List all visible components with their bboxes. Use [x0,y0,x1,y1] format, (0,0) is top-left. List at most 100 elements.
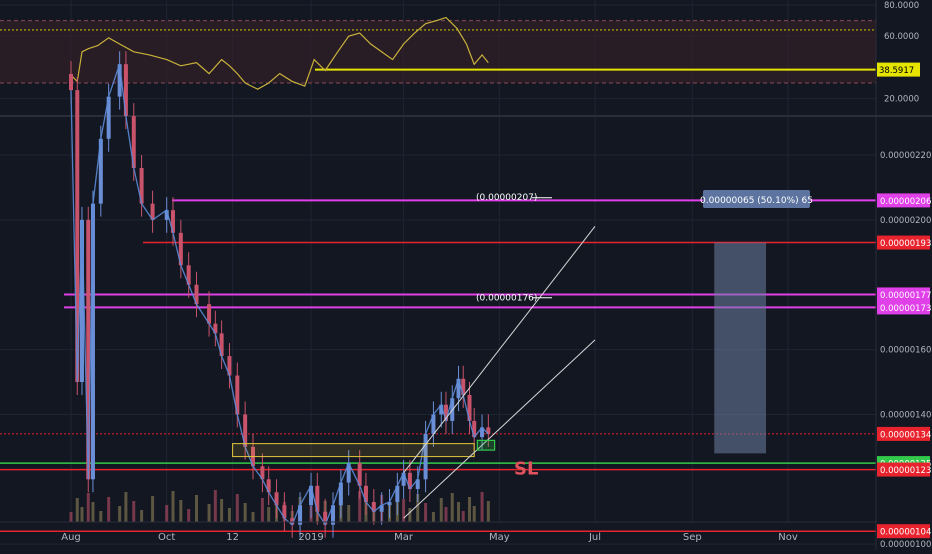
volume-bar [118,506,122,522]
candle-body [150,203,155,220]
volume-bar [235,494,239,522]
candle-body [407,472,412,490]
volume-bar [220,499,224,522]
volume-bar [187,509,191,522]
resistance-box[interactable] [232,443,475,458]
candle-body [338,482,343,506]
measure-label: 0.00000065 (50.10%) 65 [700,196,813,206]
price-badge[interactable] [877,426,930,441]
candle-body [315,485,320,512]
rsi-tick-label: 80.0000 [884,1,919,11]
rsi-tick-label: 20.0000 [884,95,919,105]
candle-body [79,219,84,383]
volume-bar [124,492,128,522]
volume-bar [480,492,484,522]
volume-bar [450,493,454,522]
time-tick-label: Nov [778,532,798,543]
sl-label: SL [514,458,538,479]
volume-bar [402,499,406,522]
volume-bar [107,497,111,522]
channel-line[interactable] [403,226,596,474]
price-badge[interactable] [877,524,930,539]
volume-bar [416,494,420,522]
candle-body [298,505,303,525]
price-tick-label: 0.00000160 [880,346,931,356]
candle-body [357,463,362,486]
time-tick-label: Jul [588,532,601,543]
candle-body [363,485,368,503]
volume-bar [99,511,103,522]
candle-body [274,492,279,506]
price-badge-label: 0.00000123 [880,466,931,476]
price-badge-label: 0.00000173 [880,304,931,314]
rsi-value-badge[interactable] [877,62,920,77]
volume-bar [486,501,490,522]
volume-bar [457,502,461,522]
candle-body [106,96,111,139]
volume-bar [213,490,217,522]
candle-body [379,505,384,512]
price-tick-label: 0.00000220 [880,151,931,161]
candle-body [69,73,73,91]
candle-body [75,90,80,383]
price-badge-label: 0.00000206 [880,197,931,207]
candle-body [486,427,491,434]
volume-bar [468,497,472,522]
volume-bar [267,507,271,522]
price-badge[interactable] [877,462,930,477]
volume-bar [260,498,264,522]
volume-bar [439,498,443,522]
candle-body [282,505,287,519]
candle-body [309,485,314,506]
price-badge[interactable] [877,235,930,250]
volume-bar [408,508,412,522]
candle-body [346,463,351,483]
candle-body [243,414,248,447]
candle-body [461,378,466,395]
channel-line[interactable] [403,339,596,519]
candle-body [439,404,444,415]
volume-bar [195,495,199,522]
candle-body [98,138,103,204]
price-badge[interactable] [877,193,930,208]
candle-body [139,167,144,204]
price-badge-label: 0.00000193 [880,239,931,249]
price-badge-label: 0.00000104 [880,528,931,538]
volume-bar [424,503,428,522]
candle-body [467,394,472,421]
candle-body [480,427,485,438]
measure-zone[interactable] [714,242,767,454]
price-tick-label: 0.00000140 [880,410,931,420]
drawings[interactable]: 0.00000065 (50.10%) 65 (0.00000207) (0.000… [232,190,813,519]
candle-body [90,203,95,480]
candle-body [472,420,477,438]
rsi-value-label: 38.5917 [879,66,914,76]
volume-bar [132,501,136,522]
price-label-207: (0.00000207) [476,193,537,203]
price-badge[interactable] [877,300,930,315]
candle-body [207,304,212,324]
candle-body [331,505,336,525]
rsi-line [70,16,489,90]
candle-body [170,210,175,233]
time-tick-label: 12 [226,532,239,543]
time-tick-label: May [489,532,510,543]
entry-box[interactable] [476,439,496,451]
price-badge-label: 0.00000134 [880,430,931,440]
time-tick-label: 2019 [298,532,323,543]
volume-bar [75,498,79,522]
rsi-band [0,20,876,84]
candle-body [266,479,271,493]
rsi-tick-label: 60.0000 [884,32,919,42]
candle-body [401,472,406,486]
candle-body [227,356,232,376]
time-tick-label: Mar [394,532,414,543]
candle-body [371,502,376,512]
volume-bar [179,500,183,522]
volume-bar [207,504,211,522]
price-badge[interactable] [877,287,930,302]
